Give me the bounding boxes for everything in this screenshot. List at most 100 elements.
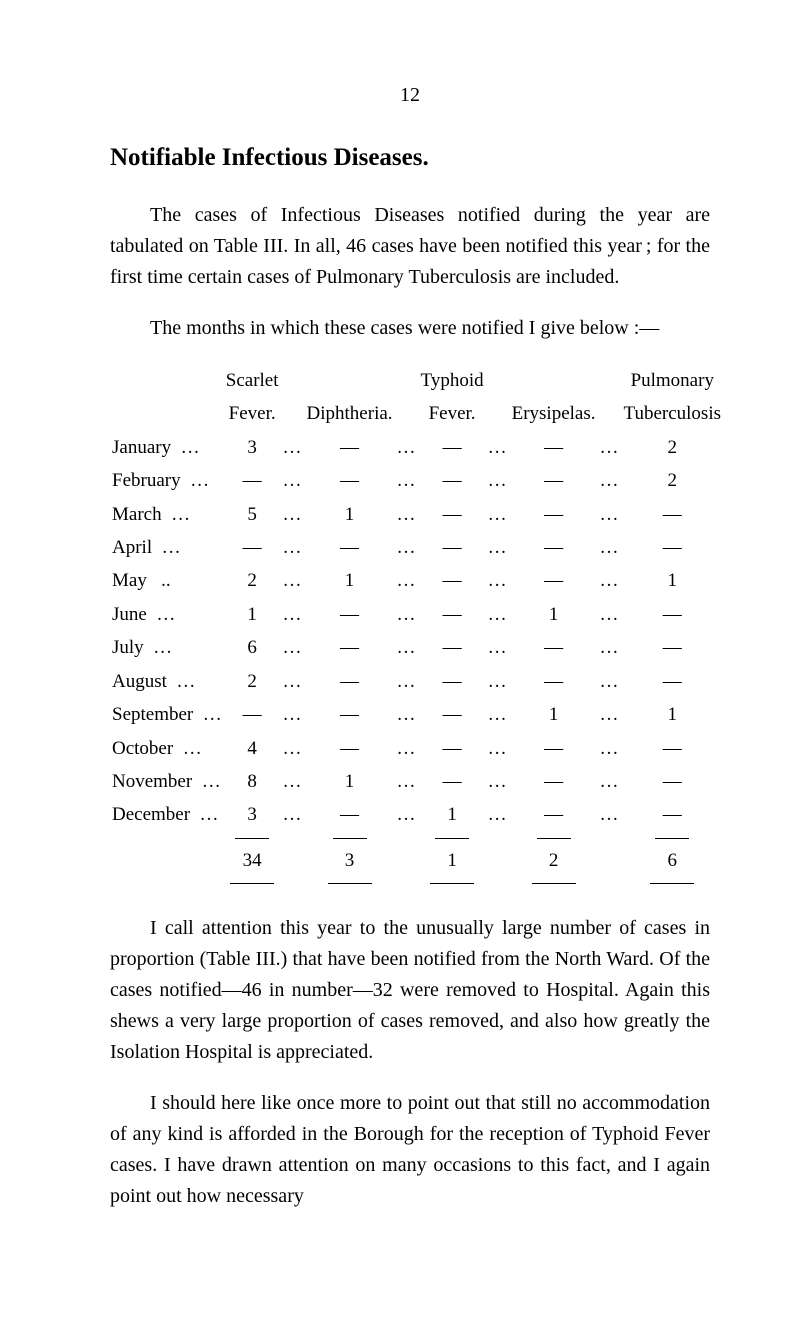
month-cell: November …: [110, 765, 224, 798]
diphtheria-cell: —: [305, 531, 395, 564]
rule-row: [110, 877, 723, 889]
tuberculosis-cell: —: [622, 765, 723, 798]
diphtheria-cell: 1: [305, 564, 395, 597]
table-row: July …6…—…—…—…—: [110, 631, 723, 664]
scarlet-fever-cell: 4: [224, 732, 281, 765]
scarlet-fever-cell: 2: [224, 564, 281, 597]
dots-cell: …: [598, 631, 622, 664]
dots-cell: …: [281, 798, 305, 831]
typhoid-fever-cell: —: [419, 531, 486, 564]
month-cell: October …: [110, 732, 224, 765]
dots-cell: …: [281, 464, 305, 497]
dots-cell: …: [281, 598, 305, 631]
col-tuberculosis: Tuberculosis: [622, 397, 723, 430]
erysipelas-cell: —: [510, 798, 598, 831]
tuberculosis-cell: —: [622, 798, 723, 831]
month-cell: September …: [110, 698, 224, 731]
dots-cell: …: [486, 665, 510, 698]
erysipelas-cell: —: [510, 531, 598, 564]
col-typhoid-top: Typhoid: [419, 364, 486, 397]
typhoid-fever-cell: —: [419, 732, 486, 765]
typhoid-fever-cell: —: [419, 464, 486, 497]
dots-cell: …: [486, 631, 510, 664]
erysipelas-cell: —: [510, 564, 598, 597]
tuberculosis-cell: —: [622, 598, 723, 631]
tuberculosis-cell: —: [622, 498, 723, 531]
month-cell: August …: [110, 665, 224, 698]
rule-cell: [622, 877, 723, 889]
diphtheria-cell: —: [305, 732, 395, 765]
dots-cell: …: [598, 698, 622, 731]
dots-cell: …: [486, 564, 510, 597]
dots-cell: …: [395, 431, 419, 464]
dots-cell: …: [395, 665, 419, 698]
rule-cell: [224, 877, 281, 889]
rule-cell: [419, 877, 486, 889]
col-pulmonary-top: Pulmonary: [622, 364, 723, 397]
rule-cell: [395, 832, 419, 844]
col-erysipelas: Erysipelas.: [510, 397, 598, 430]
dots-cell: …: [486, 464, 510, 497]
diphtheria-cell: —: [305, 698, 395, 731]
rule-cell: [305, 832, 395, 844]
scarlet-fever-cell: 6: [224, 631, 281, 664]
table-body: January …3…—…—…—…2February …—…—…—…—…2Mar…: [110, 431, 723, 890]
dots-cell: …: [395, 732, 419, 765]
rule-cell: [224, 832, 281, 844]
blank: [395, 844, 419, 877]
dots-cell: …: [281, 564, 305, 597]
dots-cell: …: [281, 631, 305, 664]
scarlet-fever-total: 34: [224, 844, 281, 877]
scarlet-fever-cell: 3: [224, 431, 281, 464]
table-head: Scarlet Typhoid Pulmonary Fever. Diphthe…: [110, 364, 723, 431]
typhoid-fever-cell: —: [419, 564, 486, 597]
dots-cell: …: [598, 531, 622, 564]
month-cell: July …: [110, 631, 224, 664]
tuberculosis-cell: 1: [622, 698, 723, 731]
table-row: June …1…—…—…1…—: [110, 598, 723, 631]
dots-cell: …: [486, 798, 510, 831]
erysipelas-cell: —: [510, 665, 598, 698]
erysipelas-cell: —: [510, 464, 598, 497]
dots-cell: …: [395, 631, 419, 664]
rule-cell: [622, 832, 723, 844]
rule-cell: [305, 877, 395, 889]
paragraph-1: The cases of Infectious Diseases notifie…: [110, 200, 710, 293]
rule-cell: [598, 877, 622, 889]
blank: [281, 844, 305, 877]
scarlet-fever-cell: 3: [224, 798, 281, 831]
month-cell: January …: [110, 431, 224, 464]
col-scarlet-bot: Fever.: [224, 397, 281, 430]
rule-cell: [281, 832, 305, 844]
typhoid-fever-cell: —: [419, 498, 486, 531]
diphtheria-cell: —: [305, 431, 395, 464]
table-row: February …—…—…—…—…2: [110, 464, 723, 497]
tuberculosis-cell: —: [622, 665, 723, 698]
dots-cell: …: [486, 431, 510, 464]
rule-cell: [486, 877, 510, 889]
tuberculosis-cell: 2: [622, 431, 723, 464]
erysipelas-cell: —: [510, 765, 598, 798]
dots-cell: …: [281, 531, 305, 564]
month-cell: May ..: [110, 564, 224, 597]
dots-cell: …: [598, 464, 622, 497]
typhoid-fever-cell: —: [419, 598, 486, 631]
dots-cell: …: [395, 498, 419, 531]
table-row: August …2…—…—…—…—: [110, 665, 723, 698]
typhoid-total: 1: [419, 844, 486, 877]
typhoid-fever-cell: —: [419, 765, 486, 798]
month-cell: March …: [110, 498, 224, 531]
table-header-row-1: Scarlet Typhoid Pulmonary: [110, 364, 723, 397]
scarlet-fever-cell: —: [224, 464, 281, 497]
dots-cell: …: [281, 498, 305, 531]
dots-cell: …: [598, 798, 622, 831]
month-cell: April …: [110, 531, 224, 564]
table-row: April …—…—…—…—…—: [110, 531, 723, 564]
col-diphtheria: Diphtheria.: [305, 397, 395, 430]
rule-cell: [510, 877, 598, 889]
diphtheria-cell: —: [305, 798, 395, 831]
col-typhoid-bot: Fever.: [419, 397, 486, 430]
page-number: 12: [110, 80, 710, 111]
typhoid-fever-cell: 1: [419, 798, 486, 831]
scarlet-fever-cell: —: [224, 698, 281, 731]
